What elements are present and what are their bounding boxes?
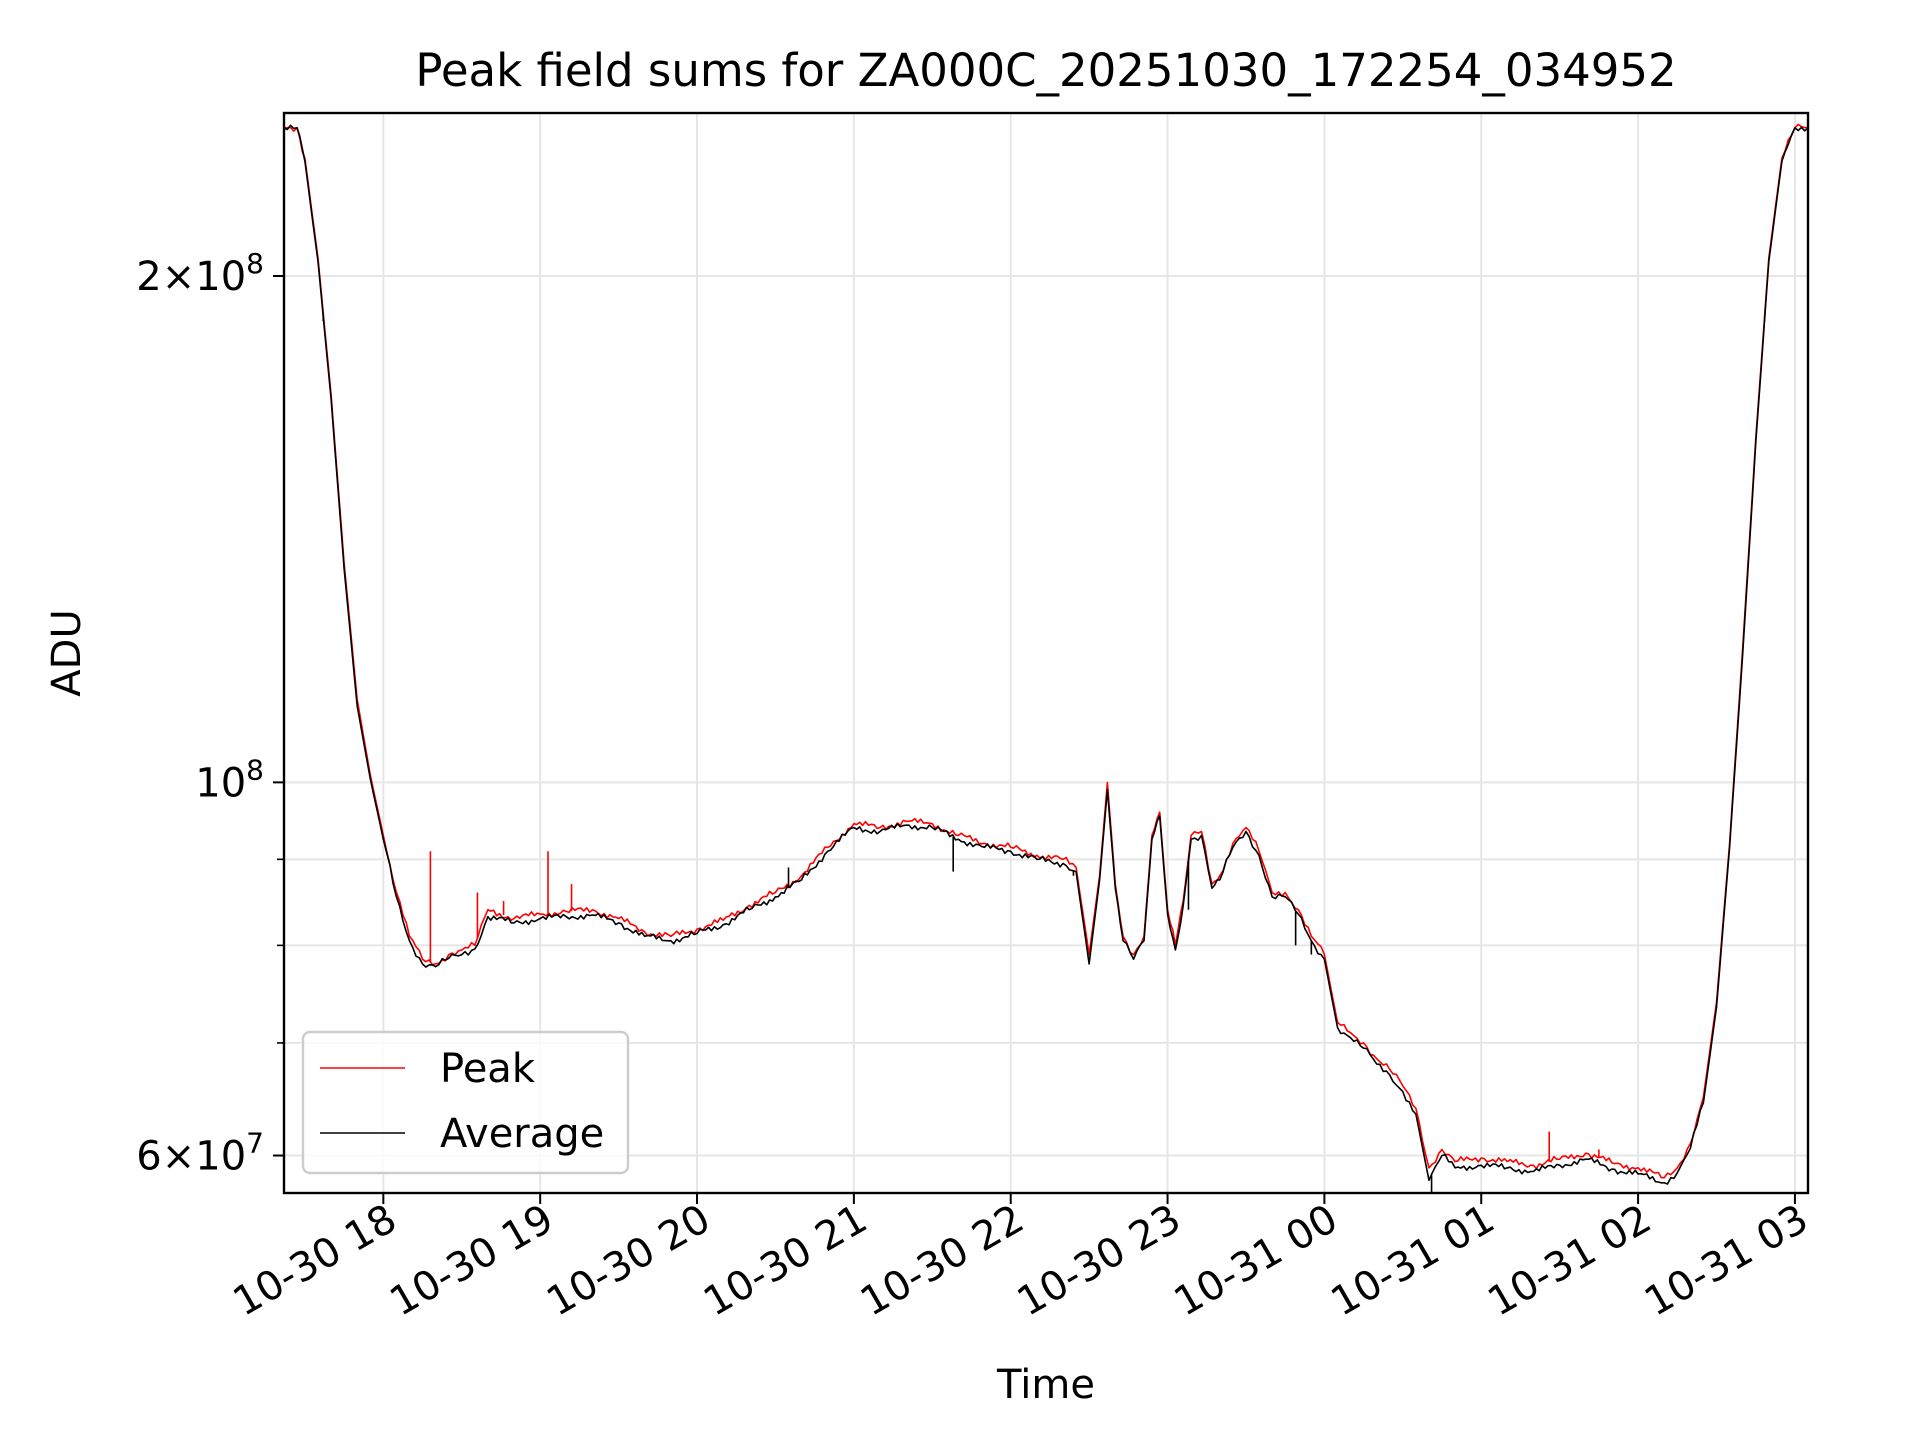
y-axis-label: ADU	[44, 609, 90, 696]
legend: Peak Average	[301, 1030, 630, 1175]
grid-lines	[284, 113, 1808, 1193]
x-axis-label: Time	[996, 1362, 1095, 1408]
series-average-line	[284, 124, 1808, 1185]
y-tick-exponent: 8	[246, 753, 264, 786]
plot-series	[284, 123, 1808, 1193]
y-tick-label: 2×108	[136, 247, 264, 300]
y-tick-text: 6	[136, 1134, 161, 1180]
y-tick-text: 2	[136, 254, 161, 300]
y-tick-label: 6×107	[136, 1127, 264, 1180]
y-tick-text: 10	[195, 254, 246, 300]
legend-peak-label: Peak	[440, 1046, 536, 1092]
y-tick-text: ×	[162, 254, 196, 300]
chart-title: Peak field sums for ZA000C_20251030_1722…	[415, 44, 1676, 97]
y-tick-text: ×	[162, 1134, 196, 1180]
y-tick-exponent: 7	[246, 1127, 264, 1160]
y-tick-label: 108	[195, 753, 264, 806]
legend-average-label: Average	[440, 1111, 604, 1157]
y-tick-text: 10	[195, 760, 246, 806]
y-tick-text: 10	[195, 1134, 246, 1180]
plot-frame	[282, 111, 1810, 1195]
y-tick-exponent: 8	[246, 247, 264, 280]
